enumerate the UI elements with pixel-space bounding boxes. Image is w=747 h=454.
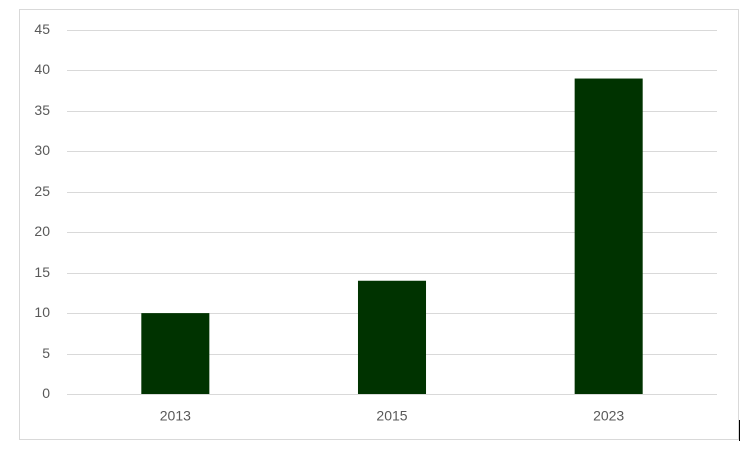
y-tick-label: 45 (34, 21, 50, 37)
y-tick-label: 35 (34, 102, 50, 118)
y-tick-label: 0 (42, 385, 50, 401)
bar (141, 313, 210, 394)
x-tick-label: 2013 (160, 408, 191, 424)
y-tick-label: 40 (34, 61, 50, 77)
bar (357, 280, 427, 394)
y-tick-label: 10 (34, 304, 50, 320)
bar (574, 78, 643, 395)
y-tick-label: 30 (34, 142, 50, 158)
y-tick-label: 15 (34, 264, 50, 280)
y-tick-label: 20 (34, 223, 50, 239)
x-tick-label: 2015 (376, 408, 407, 424)
y-tick-label: 5 (42, 345, 50, 361)
y-tick-label: 25 (34, 183, 50, 199)
x-tick-label: 2023 (593, 408, 624, 424)
